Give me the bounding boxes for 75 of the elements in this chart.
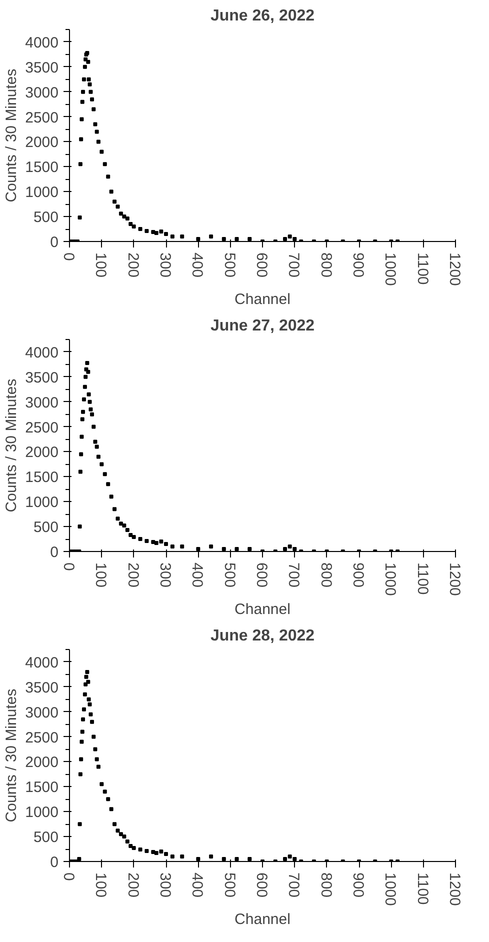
y-tick-label: 1000: [25, 494, 59, 512]
x-tick-label: 700: [285, 562, 302, 588]
x-axis-title: Channel: [234, 600, 290, 618]
x-tick-label: 900: [350, 252, 366, 278]
chart-title: June 27, 2022: [210, 318, 315, 334]
x-tick-label: 500: [220, 872, 238, 898]
x-tick-label: 1000: [382, 872, 399, 906]
x-tick-label: 800: [317, 252, 334, 278]
x-tick-label: 1000: [382, 562, 399, 596]
x-tick-label: 0: [60, 562, 77, 571]
x-axis-title: Channel: [234, 290, 290, 308]
y-tick-label: 2500: [25, 109, 59, 126]
x-tick-label: 800: [317, 872, 334, 898]
x-tick-label: 300: [156, 872, 174, 898]
y-axis-title: Counts / 30 Minutes: [3, 68, 20, 202]
x-tick-label: 200: [124, 872, 142, 898]
x-tick-label: 1200: [446, 562, 463, 596]
x-tick-label: 0: [60, 872, 77, 881]
y-tick-label: 2000: [25, 754, 59, 772]
y-tick-label: 500: [33, 209, 59, 226]
y-tick-label: 3000: [25, 394, 59, 412]
x-tick-label: 1100: [414, 252, 431, 285]
y-tick-label: 1000: [25, 804, 59, 822]
x-tick-label: 500: [220, 252, 238, 278]
x-tick-label: 200: [124, 562, 142, 588]
x-tick-label: 900: [350, 872, 366, 898]
x-tick-label: 300: [156, 562, 174, 588]
x-tick-label: 0: [60, 252, 77, 261]
x-tick-label: 400: [188, 872, 206, 898]
chart-title: June 26, 2022: [210, 8, 315, 24]
y-tick-label: 1000: [25, 184, 59, 202]
x-tick-label: 1100: [414, 562, 431, 595]
y-tick-label: 3000: [25, 84, 59, 102]
y-tick-label: 4000: [25, 34, 59, 52]
x-tick-label: 600: [253, 872, 270, 898]
y-tick-label: 500: [33, 829, 59, 846]
x-tick-label: 500: [220, 562, 238, 588]
x-tick-label: 300: [156, 252, 174, 278]
y-tick-label: 3000: [25, 704, 59, 722]
y-tick-label: 2000: [25, 444, 59, 462]
x-tick-label: 1000: [382, 252, 399, 286]
x-tick-label: 700: [285, 872, 302, 898]
x-tick-label: 100: [92, 562, 110, 588]
y-tick-label: 2000: [25, 134, 59, 152]
y-tick-label: 4000: [25, 654, 59, 672]
y-tick-label: 2500: [25, 419, 59, 436]
x-tick-label: 900: [350, 562, 366, 588]
y-tick-label: 2500: [25, 729, 59, 746]
x-tick-label: 700: [285, 252, 302, 278]
x-tick-label: 1100: [414, 872, 431, 905]
y-tick-label: 3500: [25, 369, 59, 386]
y-tick-label: 0: [50, 854, 58, 871]
x-axis-title: Channel: [234, 910, 290, 928]
chart-title: June 28, 2022: [210, 628, 315, 644]
y-tick-label: 3500: [25, 59, 59, 76]
y-tick-label: 1500: [25, 469, 59, 486]
x-tick-label: 600: [253, 252, 270, 278]
y-tick-label: 3500: [25, 679, 59, 696]
y-tick-label: 4000: [25, 344, 59, 362]
y-tick-label: 1500: [25, 779, 59, 796]
x-tick-label: 400: [188, 252, 206, 278]
y-tick-label: 0: [50, 234, 58, 251]
y-tick-label: 0: [50, 544, 58, 561]
x-tick-label: 200: [124, 252, 142, 278]
y-tick-label: 1500: [25, 159, 59, 176]
x-tick-label: 400: [188, 562, 206, 588]
x-tick-label: 1200: [446, 252, 463, 286]
y-axis-title: Counts / 30 Minutes: [3, 688, 20, 822]
x-tick-label: 800: [317, 562, 334, 588]
x-tick-label: 1200: [446, 872, 463, 906]
x-tick-label: 100: [92, 252, 110, 278]
x-tick-label: 100: [92, 872, 110, 898]
x-tick-label: 600: [253, 562, 270, 588]
y-tick-label: 500: [33, 519, 59, 536]
y-axis-title: Counts / 30 Minutes: [3, 378, 20, 512]
